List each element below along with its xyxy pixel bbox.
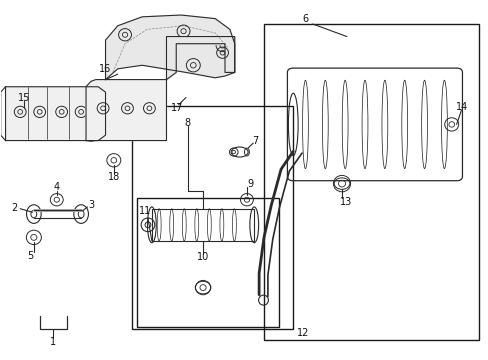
Text: 9: 9 [247,179,253,189]
Bar [137,198,278,327]
Text: 16: 16 [99,64,111,74]
Polygon shape [5,87,105,140]
Text: 1: 1 [50,337,56,347]
Bar [132,107,293,329]
Bar [152,209,254,241]
Text: 17: 17 [171,103,183,113]
Text: 4: 4 [54,182,60,192]
Text: 15: 15 [18,93,30,103]
Text: 3: 3 [88,200,94,210]
Polygon shape [86,80,166,141]
Text: 13: 13 [339,197,351,207]
Text: 8: 8 [183,118,190,128]
Text: 12: 12 [296,328,308,338]
Text: 10: 10 [197,252,209,262]
Text: 2: 2 [11,203,18,213]
Text: 18: 18 [107,172,120,182]
Polygon shape [166,37,234,80]
Text: 5: 5 [27,251,33,261]
Polygon shape [105,15,234,80]
Text: 7: 7 [252,136,258,145]
Bar [264,24,478,339]
Text: 11: 11 [139,206,151,216]
Text: 6: 6 [302,14,308,24]
Text: 14: 14 [455,102,468,112]
